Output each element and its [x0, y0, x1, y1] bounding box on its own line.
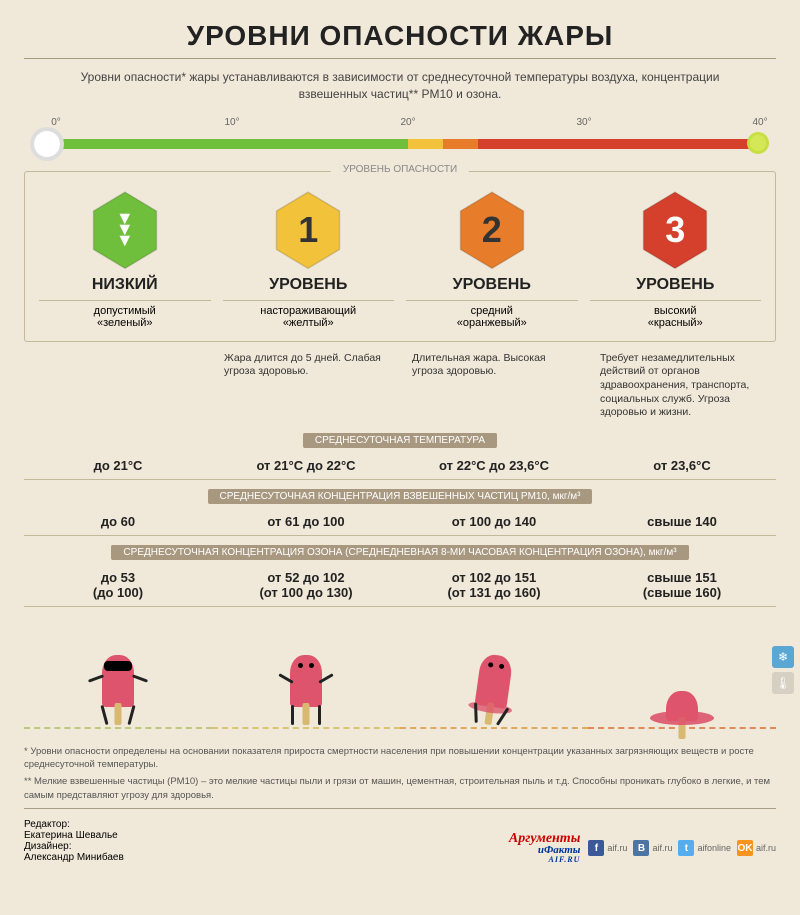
- popsicle-illustration: [24, 619, 212, 729]
- level-column: 1 УРОВЕНЬ настораживающий«желтый»: [217, 190, 401, 329]
- thermometer-tick: 40°: [752, 117, 767, 128]
- data-row: до 60от 61 до 100от 100 до 140свыше 140: [24, 508, 776, 536]
- data-cell: от 21°С до 22°С: [212, 458, 400, 473]
- data-cell: свыше 140: [588, 514, 776, 529]
- data-row: до 53(до 100)от 52 до 102(от 100 до 130)…: [24, 564, 776, 607]
- social-link[interactable]: OKaif.ru: [737, 840, 776, 856]
- data-cell: от 52 до 102(от 100 до 130): [212, 570, 400, 600]
- popsicle-illustration: [212, 619, 400, 729]
- level-sub: средний«оранжевый»: [406, 300, 578, 329]
- thermometer-knob: [750, 135, 766, 151]
- divider: [24, 808, 776, 809]
- section-header: СРЕДНЕСУТОЧНАЯ КОНЦЕНТРАЦИЯ ВЗВЕШЕННЫХ Ч…: [24, 486, 776, 504]
- thermometer-bar: [56, 139, 760, 149]
- thermometer-tick: 10°: [224, 117, 239, 128]
- social-link[interactable]: faif.ru: [588, 840, 627, 856]
- level-column: ▼▼▼ НИЗКИЙ допустимый«зеленый»: [33, 190, 217, 329]
- section-header: СРЕДНЕСУТОЧНАЯ КОНЦЕНТРАЦИЯ ОЗОНА (СРЕДН…: [24, 542, 776, 560]
- data-cell: до 53(до 100): [24, 570, 212, 600]
- data-cell: до 21°С: [24, 458, 212, 473]
- page-title: УРОВНИ ОПАСНОСТИ ЖАРЫ: [24, 20, 776, 52]
- thermometer-tick: 30°: [576, 117, 591, 128]
- level-name: НИЗКИЙ: [39, 276, 211, 294]
- level-column: 2 УРОВЕНЬ средний«оранжевый»: [400, 190, 584, 329]
- level-hex-icon: 2: [457, 190, 527, 270]
- descriptions-row: Жара длится до 5 дней. Слабая угроза здо…: [24, 352, 776, 420]
- footnotes: * Уровни опасности определены на основан…: [24, 745, 776, 802]
- level-name: УРОВЕНЬ: [590, 276, 762, 294]
- section-header: СРЕДНЕСУТОЧНАЯ ТЕМПЕРАТУРА: [24, 430, 776, 448]
- popsicle-illustration: [588, 619, 776, 729]
- levels-panel: УРОВЕНЬ ОПАСНОСТИ ▼▼▼ НИЗКИЙ допустимый«…: [24, 171, 776, 342]
- level-sub: настораживающий«желтый»: [223, 300, 395, 329]
- levels-panel-title: УРОВЕНЬ ОПАСНОСТИ: [331, 164, 469, 175]
- data-cell: от 100 до 140: [400, 514, 588, 529]
- illustration-row: [24, 619, 776, 729]
- level-description: Жара длится до 5 дней. Слабая угроза здо…: [212, 352, 400, 420]
- data-cell: от 22°С до 23,6°С: [400, 458, 588, 473]
- data-cell: до 60: [24, 514, 212, 529]
- thermometer-tick: 20°: [400, 117, 415, 128]
- social-icon: OK: [737, 840, 753, 856]
- level-description: [24, 352, 212, 420]
- social-link[interactable]: taifonline: [678, 840, 731, 856]
- level-description: Требует незамедлительных действий от орг…: [588, 352, 776, 420]
- popsicle-illustration: [400, 619, 588, 729]
- level-description: Длительная жара. Высокая угроза здоровью…: [400, 352, 588, 420]
- thermometer: 0° 10° 20° 30° 40°: [34, 117, 766, 157]
- thermometer-bulb: [34, 131, 60, 157]
- social-icon: B: [633, 840, 649, 856]
- data-cell: свыше 151(свыше 160): [588, 570, 776, 600]
- credits: Редактор: Екатерина Шевалье Дизайнер: Ал…: [24, 819, 776, 863]
- thermometer-tick: 0°: [51, 117, 61, 128]
- divider: [24, 58, 776, 59]
- data-cell: от 23,6°С: [588, 458, 776, 473]
- level-hex-icon: 1: [273, 190, 343, 270]
- data-row: до 21°Сот 21°С до 22°Сот 22°С до 23,6°Со…: [24, 452, 776, 480]
- data-cell: от 102 до 151(от 131 до 160): [400, 570, 588, 600]
- level-name: УРОВЕНЬ: [223, 276, 395, 294]
- social-icon: t: [678, 840, 694, 856]
- side-button[interactable]: 🌡: [772, 672, 794, 694]
- intro-text: Уровни опасности* жары устанавливаются в…: [64, 69, 736, 103]
- level-hex-icon: ▼▼▼: [90, 190, 160, 270]
- social-link[interactable]: Baif.ru: [633, 840, 672, 856]
- level-name: УРОВЕНЬ: [406, 276, 578, 294]
- social-icon: f: [588, 840, 604, 856]
- level-column: 3 УРОВЕНЬ высокий«красный»: [584, 190, 768, 329]
- data-cell: от 61 до 100: [212, 514, 400, 529]
- level-hex-icon: 3: [640, 190, 710, 270]
- level-sub: высокий«красный»: [590, 300, 762, 329]
- level-sub: допустимый«зеленый»: [39, 300, 211, 329]
- logo: Аргументы иФакты AIF.RU: [509, 833, 581, 863]
- side-button[interactable]: ❄: [772, 646, 794, 668]
